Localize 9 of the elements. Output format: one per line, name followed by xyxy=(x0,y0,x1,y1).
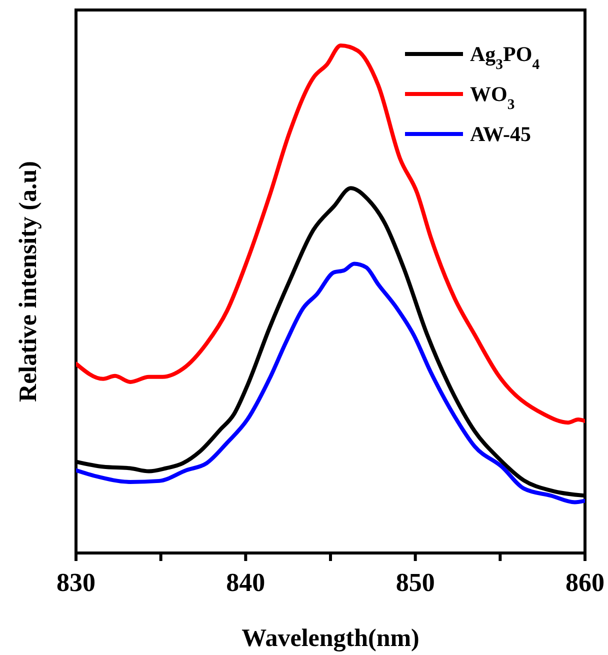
y-axis-title: Relative intensity (a.u) xyxy=(15,161,42,402)
x-tick-label: 860 xyxy=(566,568,604,597)
legend-label: AW-45 xyxy=(470,122,532,146)
x-axis-title: Wavelength(nm) xyxy=(242,625,420,652)
x-tick-label: 830 xyxy=(56,568,96,597)
x-tick-label: 850 xyxy=(396,568,435,597)
x-tick-label: 840 xyxy=(226,568,266,597)
legend-label: WO$_{3}$ xyxy=(470,82,515,113)
legend-label: Ag$_{3}$PO$_{4}$ xyxy=(470,42,540,73)
